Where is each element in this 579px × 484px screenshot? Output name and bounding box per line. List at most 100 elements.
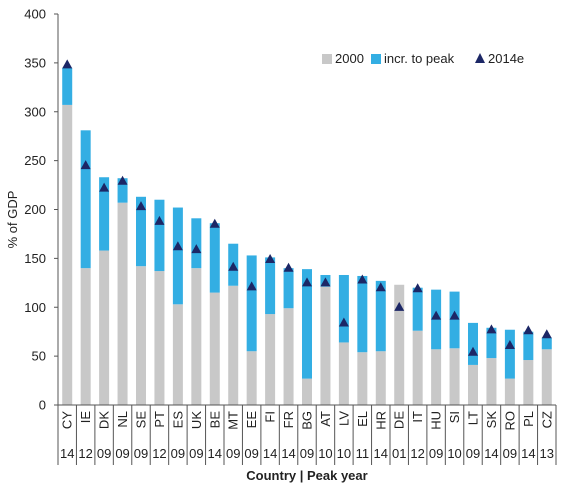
x-tick-label-cy: CY <box>60 411 75 429</box>
bar-incr-fr <box>283 268 294 309</box>
bar-incr-nl <box>117 178 128 203</box>
bar-incr-ee <box>246 255 257 352</box>
peak-year-label-uk: 09 <box>189 446 203 461</box>
bar-2000-be <box>209 292 220 405</box>
peak-year-label-pt: 12 <box>152 446 166 461</box>
bar-2000-pt <box>154 271 165 405</box>
marker-2014e-el <box>357 274 368 284</box>
marker-2014e-sk <box>486 324 497 334</box>
bar-incr-lv <box>338 274 349 343</box>
marker-2014e-uk <box>191 244 202 254</box>
bar-incr-it <box>412 287 423 331</box>
marker-2014e-it <box>412 283 423 293</box>
bar-incr-bg <box>302 269 312 379</box>
bar-2000-lv <box>338 342 349 405</box>
bar-incr-sk <box>486 327 497 359</box>
bar-incr-se <box>136 196 146 267</box>
bar-2000-sk <box>486 358 497 405</box>
bar-incr-cy <box>62 67 73 105</box>
bar-2000-it <box>412 330 423 405</box>
bar-incr-el <box>357 275 368 353</box>
peak-year-label-pl: 14 <box>521 446 535 461</box>
bar-incr-fi <box>265 257 276 315</box>
bar-2000-cy <box>62 104 73 405</box>
x-tick-label-pl: PL <box>521 411 536 427</box>
x-tick-label-hu: HU <box>429 411 444 430</box>
peak-year-label-el: 11 <box>356 446 370 461</box>
marker-2014e-ee <box>246 281 257 291</box>
peak-year-label-hr: 14 <box>374 446 388 461</box>
bar-incr-si <box>449 291 460 349</box>
marker-2014e-fi <box>265 253 276 263</box>
x-tick-label-it: IT <box>410 411 425 423</box>
bar-2000-ee <box>246 351 257 405</box>
peak-year-label-lv: 10 <box>337 446 351 461</box>
bar-2000-ie <box>80 268 91 405</box>
bar-2000-fr <box>283 308 294 405</box>
x-tick-label-es: ES <box>170 411 185 429</box>
bar-2000-pl <box>523 360 534 405</box>
x-tick-label-se: SE <box>134 411 149 429</box>
bar-2000-de <box>394 284 405 405</box>
bar-2000-si <box>449 348 460 405</box>
bars-layer <box>62 67 552 405</box>
legend: 2000 incr. to peak 2014e <box>322 51 524 66</box>
y-tick-label: 50 <box>32 349 46 364</box>
bar-incr-es <box>172 207 183 305</box>
marker-2014e-hu <box>431 310 442 320</box>
x-tick-label-pt: PT <box>152 411 167 428</box>
x-tick-label-ee: EE <box>244 411 259 429</box>
marker-2014e-dk <box>99 182 110 192</box>
marker-2014e-ie <box>80 160 91 170</box>
bar-incr-pl <box>523 331 534 361</box>
bar-2000-at <box>320 286 331 405</box>
y-axis-title: % of GDP <box>5 191 20 249</box>
bar-2000-cz <box>541 349 552 405</box>
peak-year-label-lt: 09 <box>466 446 480 461</box>
x-tick-label-sk: SK <box>484 411 499 429</box>
x-tick-label-fi: FI <box>263 411 278 423</box>
x-tick-label-mt: MT <box>226 411 241 430</box>
y-tick-label: 250 <box>24 153 46 168</box>
marker-2014e-pt <box>154 215 165 225</box>
axes-layer: CY 14 IE 12 DK 09 NL 09 SE 09 PT 12 ES 09 UK 09 BE 14 MT 09… <box>24 7 557 465</box>
x-tick-label-bg: BG <box>300 411 315 430</box>
bar-incr-pt <box>154 199 165 272</box>
y-tick-label: 350 <box>24 55 46 70</box>
bar-2000-ro <box>504 378 515 405</box>
legend-swatch-incr-to-peak <box>371 54 381 64</box>
marker-2014e-ro <box>504 339 515 349</box>
x-tick-label-cz: CZ <box>539 411 554 428</box>
x-tick-label-lt: LT <box>466 411 481 425</box>
peak-year-label-fi: 14 <box>263 446 277 461</box>
bar-incr-hr <box>375 280 386 352</box>
peak-year-label-si: 10 <box>447 446 461 461</box>
x-tick-label-at: AT <box>318 411 333 427</box>
bar-2000-dk <box>99 250 110 405</box>
peak-year-label-mt: 09 <box>226 446 240 461</box>
peak-year-label-cy: 14 <box>60 446 74 461</box>
bar-incr-uk <box>191 218 202 269</box>
bar-2000-hr <box>375 351 386 405</box>
peak-year-label-ro: 09 <box>503 446 517 461</box>
markers-layer <box>62 59 552 356</box>
y-tick-label: 0 <box>39 398 46 413</box>
marker-2014e-at <box>320 277 331 287</box>
bar-incr-cz <box>541 337 552 350</box>
bar-2000-mt <box>228 285 239 405</box>
marker-2014e-si <box>449 310 460 320</box>
bar-incr-dk <box>99 177 110 251</box>
marker-2014e-bg <box>302 277 312 287</box>
peak-year-label-it: 12 <box>410 446 424 461</box>
x-tick-label-ie: IE <box>78 411 93 424</box>
marker-2014e-lv <box>338 317 349 327</box>
bar-2000-hu <box>431 349 442 405</box>
peak-year-label-es: 09 <box>171 446 185 461</box>
x-tick-label-nl: NL <box>115 411 130 428</box>
x-tick-label-ro: RO <box>502 411 517 431</box>
bar-2000-es <box>172 304 183 405</box>
marker-2014e-pl <box>523 325 534 335</box>
bar-2000-lt <box>468 364 478 405</box>
